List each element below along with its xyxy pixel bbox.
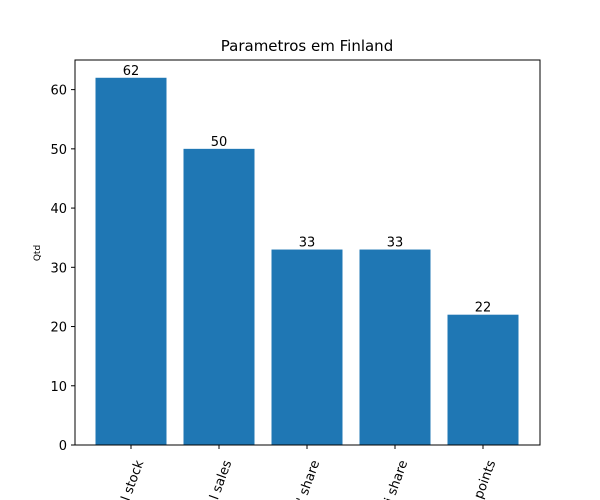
y-axis-label: Qtd	[33, 245, 43, 261]
plot-frame	[74, 59, 541, 446]
y-axis-ticks: 0 10 20 30 40 50 60	[50, 84, 75, 454]
bar-value-label: 33	[299, 236, 316, 251]
y-tick-label: 50	[50, 143, 67, 158]
x-tick-label: points	[472, 458, 500, 500]
bar-value-label: 22	[475, 301, 492, 316]
y-tick-label: 60	[50, 84, 67, 99]
y-tick-label: 10	[50, 380, 67, 395]
x-tick-label: ' share	[294, 458, 323, 500]
y-tick-label: 20	[50, 321, 67, 336]
bar-value-label: 33	[387, 236, 404, 251]
bar-value-label: 62	[123, 64, 140, 79]
bar	[271, 249, 343, 445]
chart-title: Parametros em Finland	[221, 37, 393, 55]
bar	[95, 77, 167, 446]
bar-value-label: 50	[211, 135, 228, 150]
y-tick-label: 0	[59, 439, 67, 454]
bar	[183, 148, 255, 445]
y-tick-label: 30	[50, 261, 67, 276]
bars: 62 50 33 33 22	[95, 64, 519, 446]
y-tick-label: 40	[50, 202, 67, 217]
x-tick-label: l stock	[119, 458, 148, 500]
bar	[447, 314, 519, 445]
bar	[359, 249, 431, 445]
x-axis-ticks: l stock l sales ' share i share points	[119, 445, 500, 500]
x-tick-label: i share	[382, 458, 411, 500]
x-tick-label: l sales	[207, 458, 235, 500]
